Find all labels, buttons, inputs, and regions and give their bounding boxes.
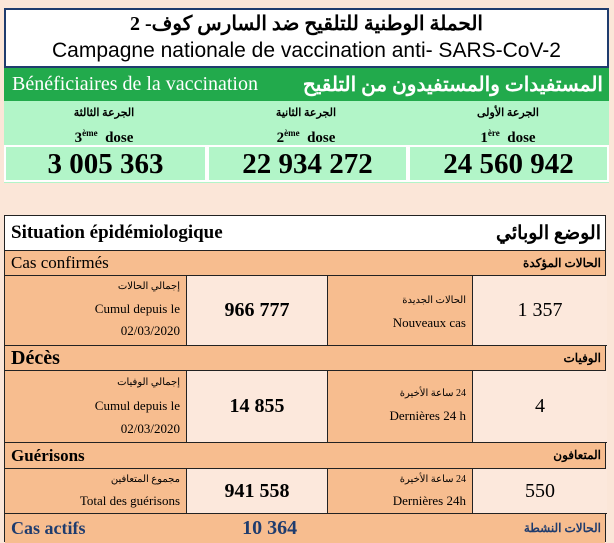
active-cases-row: Cas actifs 10 364 الحالات النشطة bbox=[5, 514, 605, 543]
dose-3-value: 3 005 363 bbox=[4, 145, 207, 182]
campaign-title-fr: Campagne nationale de vaccination anti- … bbox=[52, 39, 561, 62]
dose-1-value: 24 560 942 bbox=[408, 145, 609, 182]
dose-num: 3 bbox=[74, 130, 83, 146]
recovered-new-label: 24 ساعة الأخيرة Dernières 24h bbox=[328, 469, 473, 514]
active-value: 10 364 bbox=[242, 517, 298, 539]
label-date: 02/03/2020 bbox=[120, 323, 180, 338]
dose-3-header: الجرعة الثالثة 3ème dose bbox=[4, 101, 204, 148]
dose-word: dose bbox=[507, 130, 536, 146]
dose-label-ar: الجرعة الثانية bbox=[275, 107, 337, 119]
deaths-new-value: 4 bbox=[473, 371, 607, 443]
label-fr: Total des guérisons bbox=[79, 493, 180, 508]
deaths-total-value: 14 855 bbox=[187, 371, 328, 443]
epidemiological-table: Situation épidémiologique الوضع الوبائي … bbox=[4, 215, 607, 543]
dose-label-ar: الجرعة الثالثة bbox=[73, 107, 135, 119]
campaign-title-ar: الحملة الوطنية للتلقيح ضد السارس كوف- 2 bbox=[130, 13, 483, 35]
beneficiaries-label-ar: المستفيدات والمستفيدون من التلقيح bbox=[302, 74, 603, 96]
confirmed-label-fr: Cas confirmés bbox=[11, 253, 109, 272]
confirmed-total-label: إجمالي الحالات Cumul depuis le 02/03/202… bbox=[5, 276, 187, 346]
label-fr: Nouveaux cas bbox=[392, 315, 466, 330]
label-fr: Cumul depuis le bbox=[94, 301, 180, 316]
confirmed-new-value: 1 357 bbox=[473, 276, 607, 346]
active-label-ar: الحالات النشطة bbox=[523, 521, 601, 535]
confirmed-total-value: 966 777 bbox=[187, 276, 328, 346]
active-label-fr: Cas actifs bbox=[11, 518, 86, 538]
confirmed-header: Cas confirmés الحالات المؤكدة bbox=[5, 251, 605, 276]
dose-num: 1 bbox=[480, 130, 488, 146]
label-fr: Dernières 24h bbox=[392, 493, 466, 508]
label-fr: Cumul depuis le bbox=[94, 398, 180, 413]
dose-1-header: الجرعة الأولى 1ère dose bbox=[408, 101, 608, 148]
label-ar: 24 ساعة الأخيرة bbox=[399, 474, 466, 485]
label-ar: مجموع المتعافين bbox=[110, 474, 180, 485]
dose-sup: ème bbox=[82, 128, 98, 138]
beneficiaries-label-fr: Bénéficiaires de la vaccination bbox=[12, 73, 258, 95]
deaths-new-label: 24 ساعة الأخيرة Dernières 24 h bbox=[328, 371, 473, 443]
dose-sup: ème bbox=[284, 128, 300, 138]
recovered-header: Guérisons المتعافون bbox=[5, 443, 605, 469]
dose-word: dose bbox=[105, 130, 134, 146]
recovered-label-fr: Guérisons bbox=[11, 445, 85, 465]
doses-panel: الجرعة الثالثة 3ème dose الجرعة الثانية … bbox=[4, 101, 609, 183]
label-ar: الحالات الجديدة bbox=[402, 295, 466, 306]
label-ar: إجمالي الحالات bbox=[117, 281, 180, 292]
dose-sup: ère bbox=[487, 128, 500, 138]
deaths-label-ar: الوفيات bbox=[563, 350, 602, 365]
dose-word: dose bbox=[307, 130, 336, 146]
campaign-title-box: الحملة الوطنية للتلقيح ضد السارس كوف- 2 … bbox=[4, 8, 609, 68]
beneficiaries-header: Bénéficiaires de la vaccination المستفيد… bbox=[4, 68, 609, 101]
recovered-total-value: 941 558 bbox=[187, 469, 328, 514]
label-ar: إجمالي الوفيات bbox=[117, 377, 180, 388]
epi-title-ar: الوضع الوبائي bbox=[496, 222, 601, 244]
label-fr: Dernières 24 h bbox=[389, 408, 466, 423]
confirmed-label-ar: الحالات المؤكدة bbox=[523, 255, 601, 270]
dose-label-ar: الجرعة الأولى bbox=[477, 107, 539, 119]
label-ar: 24 ساعة الأخيرة bbox=[399, 388, 466, 399]
confirmed-new-label: الحالات الجديدة Nouveaux cas bbox=[328, 276, 473, 346]
deaths-total-label: إجمالي الوفيات Cumul depuis le 02/03/202… bbox=[5, 371, 187, 443]
dose-num: 2 bbox=[276, 130, 285, 146]
recovered-label-ar: المتعافون bbox=[553, 448, 601, 462]
deaths-label-fr: Décès bbox=[11, 346, 60, 369]
epi-header: Situation épidémiologique الوضع الوبائي bbox=[5, 216, 605, 251]
dose-2-value: 22 934 272 bbox=[207, 145, 408, 182]
label-date: 02/03/2020 bbox=[120, 421, 180, 436]
epi-title-fr: Situation épidémiologique bbox=[11, 222, 223, 243]
deaths-header: Décès الوفيات bbox=[5, 346, 605, 371]
recovered-new-value: 550 bbox=[473, 469, 607, 514]
recovered-total-label: مجموع المتعافين Total des guérisons bbox=[5, 469, 187, 514]
dose-2-header: الجرعة الثانية 2ème dose bbox=[207, 101, 405, 148]
